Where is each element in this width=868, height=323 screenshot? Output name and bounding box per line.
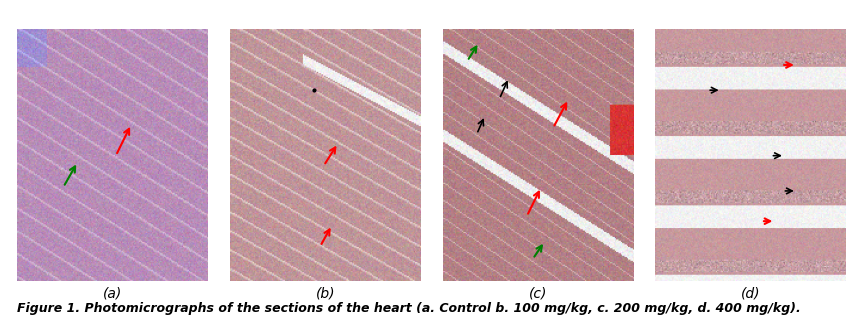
Text: (a): (a) [103, 287, 122, 301]
Text: (b): (b) [316, 287, 335, 301]
Text: (d): (d) [741, 287, 760, 301]
Text: Figure 1. Photomicrographs of the sections of the heart (a. Control b. 100 mg/kg: Figure 1. Photomicrographs of the sectio… [17, 302, 801, 315]
Text: (c): (c) [529, 287, 548, 301]
